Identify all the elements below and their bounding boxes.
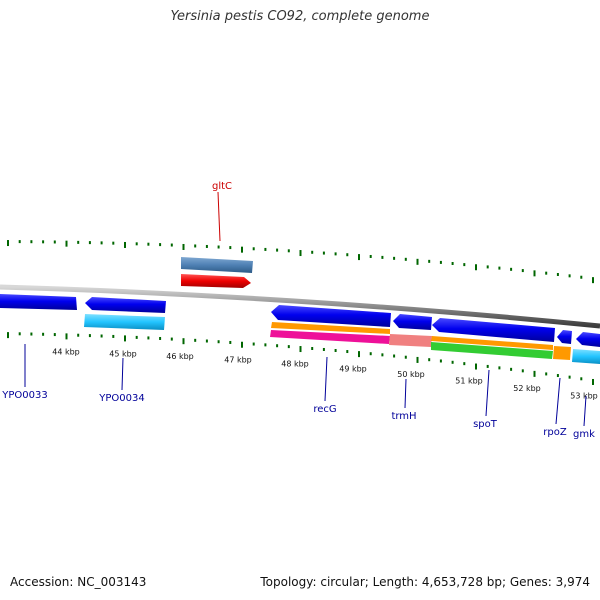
gene-label-gltC[interactable]: gltC — [212, 181, 232, 192]
leader-YPO0034 — [121, 357, 124, 391]
genome-title: Yersinia pestis CO92, complete genome — [170, 9, 430, 24]
feature-rpoZ-orange[interactable] — [553, 346, 571, 360]
feature-gltC-cds[interactable] — [181, 274, 251, 288]
feature-spoT-green[interactable] — [431, 342, 553, 359]
feature-gltC-steel[interactable] — [181, 257, 253, 273]
feature-YPO0034-light[interactable] — [84, 314, 165, 330]
scale-label: 45 kbp — [109, 349, 137, 358]
gene-label-gmk[interactable]: gmk — [573, 429, 595, 440]
scale-label: 47 kbp — [224, 355, 252, 364]
feature-spoT-orange[interactable] — [431, 336, 553, 350]
leader-trmH — [404, 378, 407, 409]
gene-label-YPO0033[interactable]: YPO0033 — [1, 390, 47, 401]
gene-label-YPO0034[interactable]: YPO0034 — [98, 393, 144, 404]
feature-YPO0033-cds[interactable] — [0, 294, 77, 310]
scale-labels: 44 kbp 45 kbp 46 kbp 47 kbp 48 kbp 49 kbp 50 k… — [52, 347, 598, 400]
gene-label-recG[interactable]: recG — [313, 404, 336, 415]
feature-trmH-salmon[interactable] — [389, 334, 432, 347]
feature-recG-cds[interactable] — [271, 305, 391, 327]
scale-label: 49 kbp — [339, 365, 367, 374]
feature-gmk-cds[interactable] — [576, 332, 600, 347]
feature-gmk-light[interactable] — [572, 349, 600, 364]
leader-gmk — [583, 395, 587, 427]
scale-label: 50 kbp — [397, 370, 425, 379]
leader-recG — [324, 356, 328, 402]
topology-text: Topology: circular; Length: 4,653,728 bp… — [260, 575, 590, 589]
feature-recG-magenta[interactable] — [270, 330, 390, 344]
scale-label: 53 kbp — [570, 392, 598, 401]
feature-YPO0034-cds[interactable] — [85, 297, 166, 313]
feature-trmH-cds[interactable] — [393, 314, 432, 330]
scale-label: 46 kbp — [166, 352, 194, 361]
leader-spoT — [485, 369, 490, 417]
feature-spoT-cds[interactable] — [432, 318, 555, 342]
feature-recG-orange[interactable] — [271, 322, 390, 334]
genome-backbone — [0, 284, 600, 329]
leader-rpoZ — [555, 377, 561, 425]
leader-gltC — [217, 191, 221, 242]
scale-label: 48 kbp — [281, 360, 309, 369]
gene-label-spoT[interactable]: spoT — [473, 419, 498, 430]
gene-label-rpoZ[interactable]: rpoZ — [543, 427, 567, 438]
accession-text: Accession: NC_003143 — [10, 575, 147, 589]
gene-label-trmH[interactable]: trmH — [391, 411, 416, 422]
scale-label: 51 kbp — [455, 377, 483, 386]
scale-label: 52 kbp — [513, 384, 541, 393]
scale-label: 44 kbp — [52, 347, 80, 356]
scale-ticks-upper — [7, 240, 594, 284]
scale-ticks-lower — [7, 332, 594, 385]
feature-rpoZ-cds[interactable] — [557, 330, 572, 344]
